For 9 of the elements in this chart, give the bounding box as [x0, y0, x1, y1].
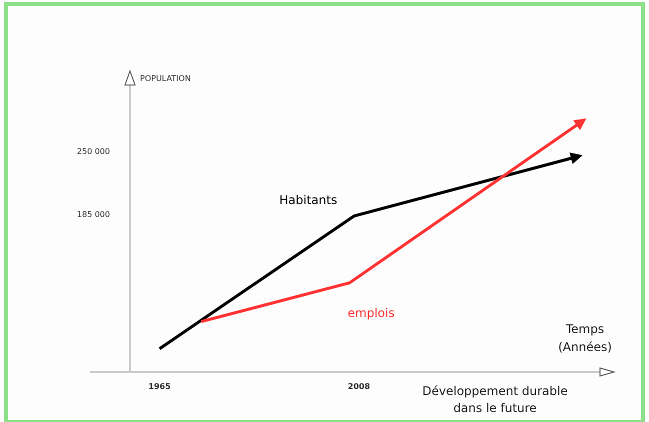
y-tick-label: 185 000 — [76, 210, 110, 219]
x-tick-label: 2008 — [348, 382, 370, 391]
x-axis-title: Temps (Années) — [558, 322, 612, 354]
y-tick-label: 250 000 — [76, 146, 110, 156]
series-label: Habitants — [279, 192, 338, 207]
y-axis-title: POPULATION — [140, 74, 191, 83]
x-tick-label: 1965 — [148, 382, 172, 391]
series-label: emplois — [348, 306, 395, 320]
text: Développement durable dans le future — [422, 384, 568, 415]
